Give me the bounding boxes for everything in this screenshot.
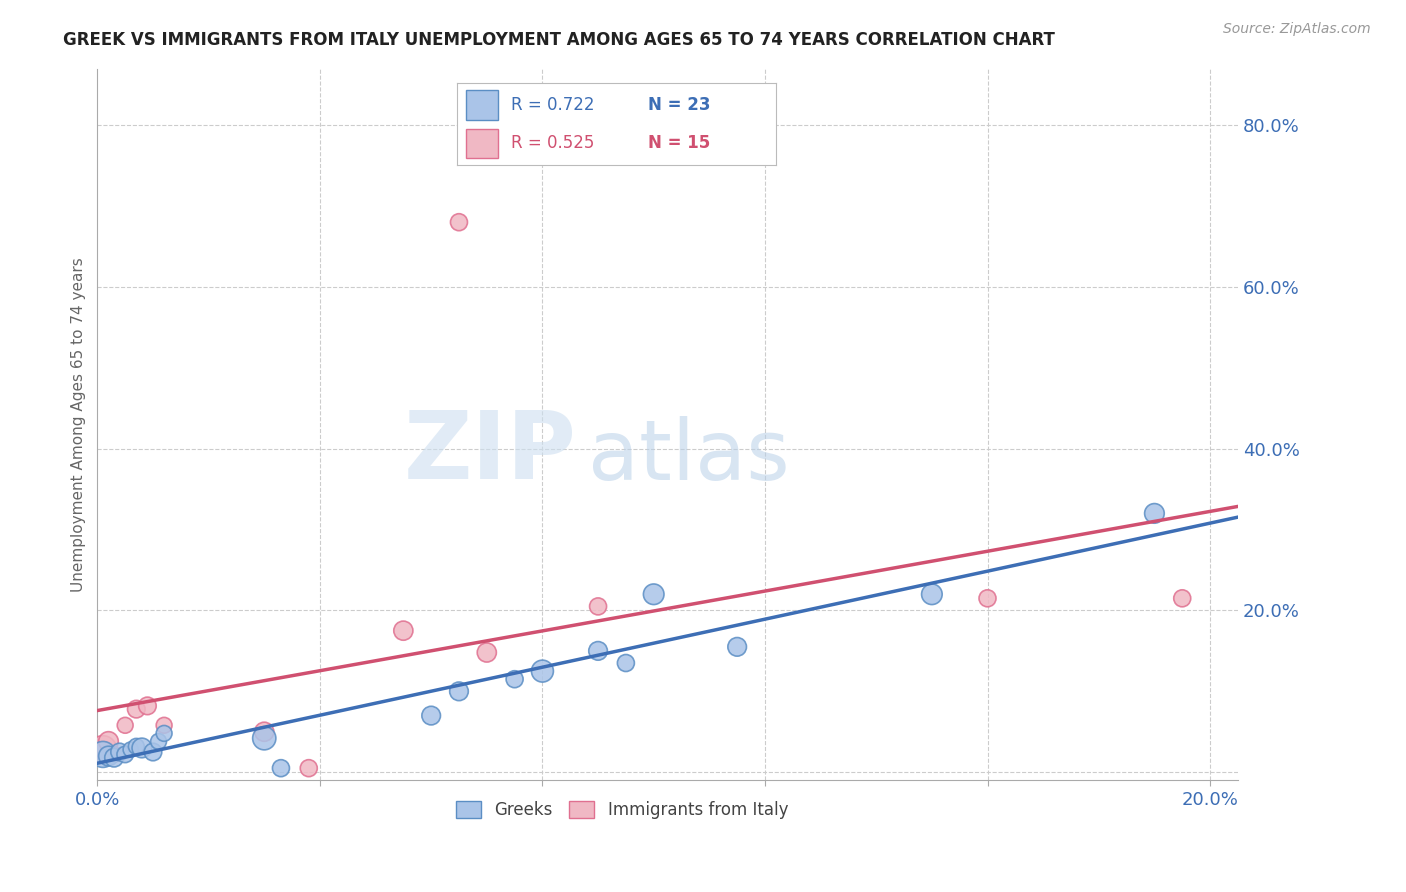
Text: atlas: atlas [588,416,790,497]
Point [142,745,165,759]
Point [503,672,526,686]
Point [97,734,120,748]
Point [114,747,136,762]
Point [103,750,125,764]
Point [725,640,748,654]
Point [120,742,142,756]
Point [91,747,114,762]
Point [1143,507,1166,521]
Point [586,599,609,614]
Point [475,646,498,660]
Point [392,624,415,638]
Y-axis label: Unemployment Among Ages 65 to 74 years: Unemployment Among Ages 65 to 74 years [72,257,86,591]
Point [447,215,470,229]
Point [153,726,176,740]
Point [108,745,131,759]
Point [586,644,609,658]
Point [270,761,292,775]
Point [103,747,125,762]
Point [298,761,321,775]
Point [136,698,159,713]
Point [643,587,665,601]
Point [131,741,153,756]
Legend: Greeks, Immigrants from Italy: Greeks, Immigrants from Italy [450,794,794,825]
Point [921,587,943,601]
Point [420,708,443,723]
Point [148,734,170,748]
Point [976,591,998,606]
Point [97,749,120,764]
Point [153,718,176,732]
Point [614,656,637,670]
Point [125,702,148,716]
Text: ZIP: ZIP [404,407,576,499]
Point [91,742,114,756]
Point [114,718,136,732]
Point [1171,591,1194,606]
Point [531,664,554,678]
Point [253,731,276,746]
Text: GREEK VS IMMIGRANTS FROM ITALY UNEMPLOYMENT AMONG AGES 65 TO 74 YEARS CORRELATIO: GREEK VS IMMIGRANTS FROM ITALY UNEMPLOYM… [63,31,1054,49]
Point [125,739,148,754]
Point [447,684,470,698]
Text: Source: ZipAtlas.com: Source: ZipAtlas.com [1223,22,1371,37]
Point [253,724,276,739]
